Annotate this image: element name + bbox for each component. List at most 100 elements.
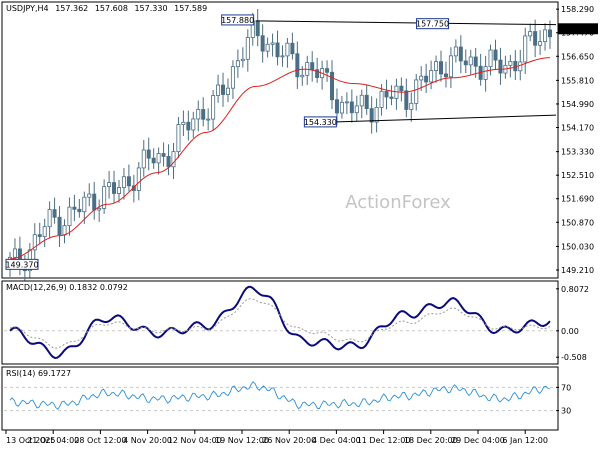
- candle-body: [201, 109, 206, 120]
- candle-body: [419, 75, 424, 81]
- y-tick-label: 150.030: [561, 242, 594, 251]
- candle-body: [196, 109, 201, 120]
- candle-body: [389, 96, 394, 99]
- candle-body: [230, 66, 235, 89]
- macd-label: MACD(12,26,9) 0.1832 0.0792: [6, 283, 128, 292]
- x-tick-label: 12 Nov 04:00: [168, 436, 222, 445]
- annotation-box: [303, 116, 337, 128]
- symbol-label: USDJPY,H4 157.362 157.608 157.330 157.58…: [6, 4, 207, 13]
- rsi-levels: [4, 386, 556, 412]
- rsi-label: RSI(14) 69.1727: [6, 369, 71, 378]
- candle-body: [488, 49, 493, 68]
- annotation-box: [416, 18, 450, 30]
- candle-body: [211, 95, 216, 120]
- candle-body: [77, 208, 82, 213]
- candle-body: [354, 105, 359, 114]
- candle-body: [107, 182, 112, 188]
- annotation-box: [221, 14, 255, 26]
- candle-body: [518, 61, 523, 72]
- candle-body: [32, 234, 37, 251]
- support-line: [304, 114, 557, 124]
- macd-y-tick-label: 0.8072: [561, 285, 589, 294]
- candle-body: [285, 42, 290, 57]
- annotation-label: 157.750: [416, 20, 449, 29]
- candle-body: [325, 68, 330, 73]
- candle-body: [473, 56, 478, 67]
- rsi-panel: RSI(14) 69.1727 70 30: [1, 366, 571, 431]
- candle-body: [364, 94, 369, 109]
- candle-body: [468, 56, 473, 66]
- watermark: ActionForex: [345, 192, 451, 213]
- rsi-series-line: [9, 381, 551, 410]
- macd-y-tick-label: -0.508: [561, 353, 587, 362]
- current-price-label: 157.589: [561, 25, 594, 34]
- candle-body: [543, 29, 548, 43]
- x-tick-label: 6 Jan 12:00: [502, 436, 548, 445]
- y-tick-label: 154.170: [561, 124, 594, 133]
- y-tick-label: 150.870: [561, 218, 594, 227]
- y-tick-label: 158.290: [561, 5, 594, 14]
- candle-body: [379, 90, 384, 108]
- annotation-label: 154.330: [304, 118, 337, 127]
- candle-body: [221, 84, 226, 95]
- candle-body: [112, 182, 117, 194]
- y-tick-label: 156.650: [561, 52, 594, 61]
- candle-body: [67, 206, 72, 227]
- candle-body: [404, 90, 409, 110]
- candle-body: [92, 193, 97, 211]
- y-tick-label: 154.990: [561, 100, 594, 109]
- candle-body: [429, 70, 434, 83]
- candle-body: [344, 101, 349, 104]
- candle-body: [141, 149, 146, 169]
- moving-average-line: [9, 57, 551, 260]
- candle-body: [280, 55, 285, 58]
- trend-lines: [255, 20, 557, 124]
- candle-body: [458, 46, 463, 62]
- y-tick-label: 153.330: [561, 148, 594, 157]
- macd-y-axis: 0.8072 0.00 -0.508: [556, 285, 589, 362]
- resistance-line: [255, 20, 557, 26]
- x-tick-label: 19 Nov 12:00: [215, 436, 269, 445]
- candle-body: [295, 53, 300, 78]
- x-tick-label: 29 Dec 04:00: [451, 436, 505, 445]
- candle-body: [225, 87, 230, 95]
- candle-body: [255, 20, 260, 37]
- candle-body: [409, 102, 414, 110]
- annotation-box: [5, 258, 39, 270]
- candlestick-series: [7, 8, 553, 282]
- rsi-y-tick-label: 70: [561, 383, 571, 392]
- candle-body: [47, 209, 52, 228]
- candle-body: [151, 157, 156, 164]
- rsi-line: [9, 381, 551, 410]
- macd-lines: [4, 285, 556, 360]
- candle-body: [12, 248, 17, 258]
- candle-body: [265, 43, 270, 52]
- candle-body: [548, 29, 553, 38]
- candle-body: [483, 66, 488, 80]
- candle-body: [161, 153, 166, 157]
- x-tick-label: 26 Nov 20:00: [262, 436, 316, 445]
- y-tick-label: 152.510: [561, 171, 594, 180]
- candle-body: [439, 61, 444, 75]
- x-tick-label: 21 Oct 04:00: [27, 436, 79, 445]
- candle-body: [443, 73, 448, 78]
- candle-body: [156, 153, 161, 164]
- candle-body: [315, 69, 320, 79]
- moving-average-series: [9, 57, 551, 260]
- candle-body: [300, 74, 305, 78]
- y-tick-label: 149.210: [561, 266, 594, 275]
- x-tick-label: 4 Dec 04:00: [312, 436, 361, 445]
- candle-body: [82, 196, 87, 213]
- candle-body: [414, 79, 419, 104]
- candle-body: [424, 75, 429, 83]
- candle-body: [181, 121, 186, 125]
- candle-body: [369, 108, 374, 123]
- x-tick-label: 4 Nov 20:00: [123, 436, 172, 445]
- x-tick-label: 13 Oct 2025: [6, 436, 55, 445]
- candle-body: [126, 176, 131, 187]
- rsi-y-axis: 70 30: [556, 383, 571, 416]
- candle-body: [97, 208, 102, 211]
- candle-body: [270, 42, 275, 45]
- annotation-label: 149.370: [5, 260, 38, 269]
